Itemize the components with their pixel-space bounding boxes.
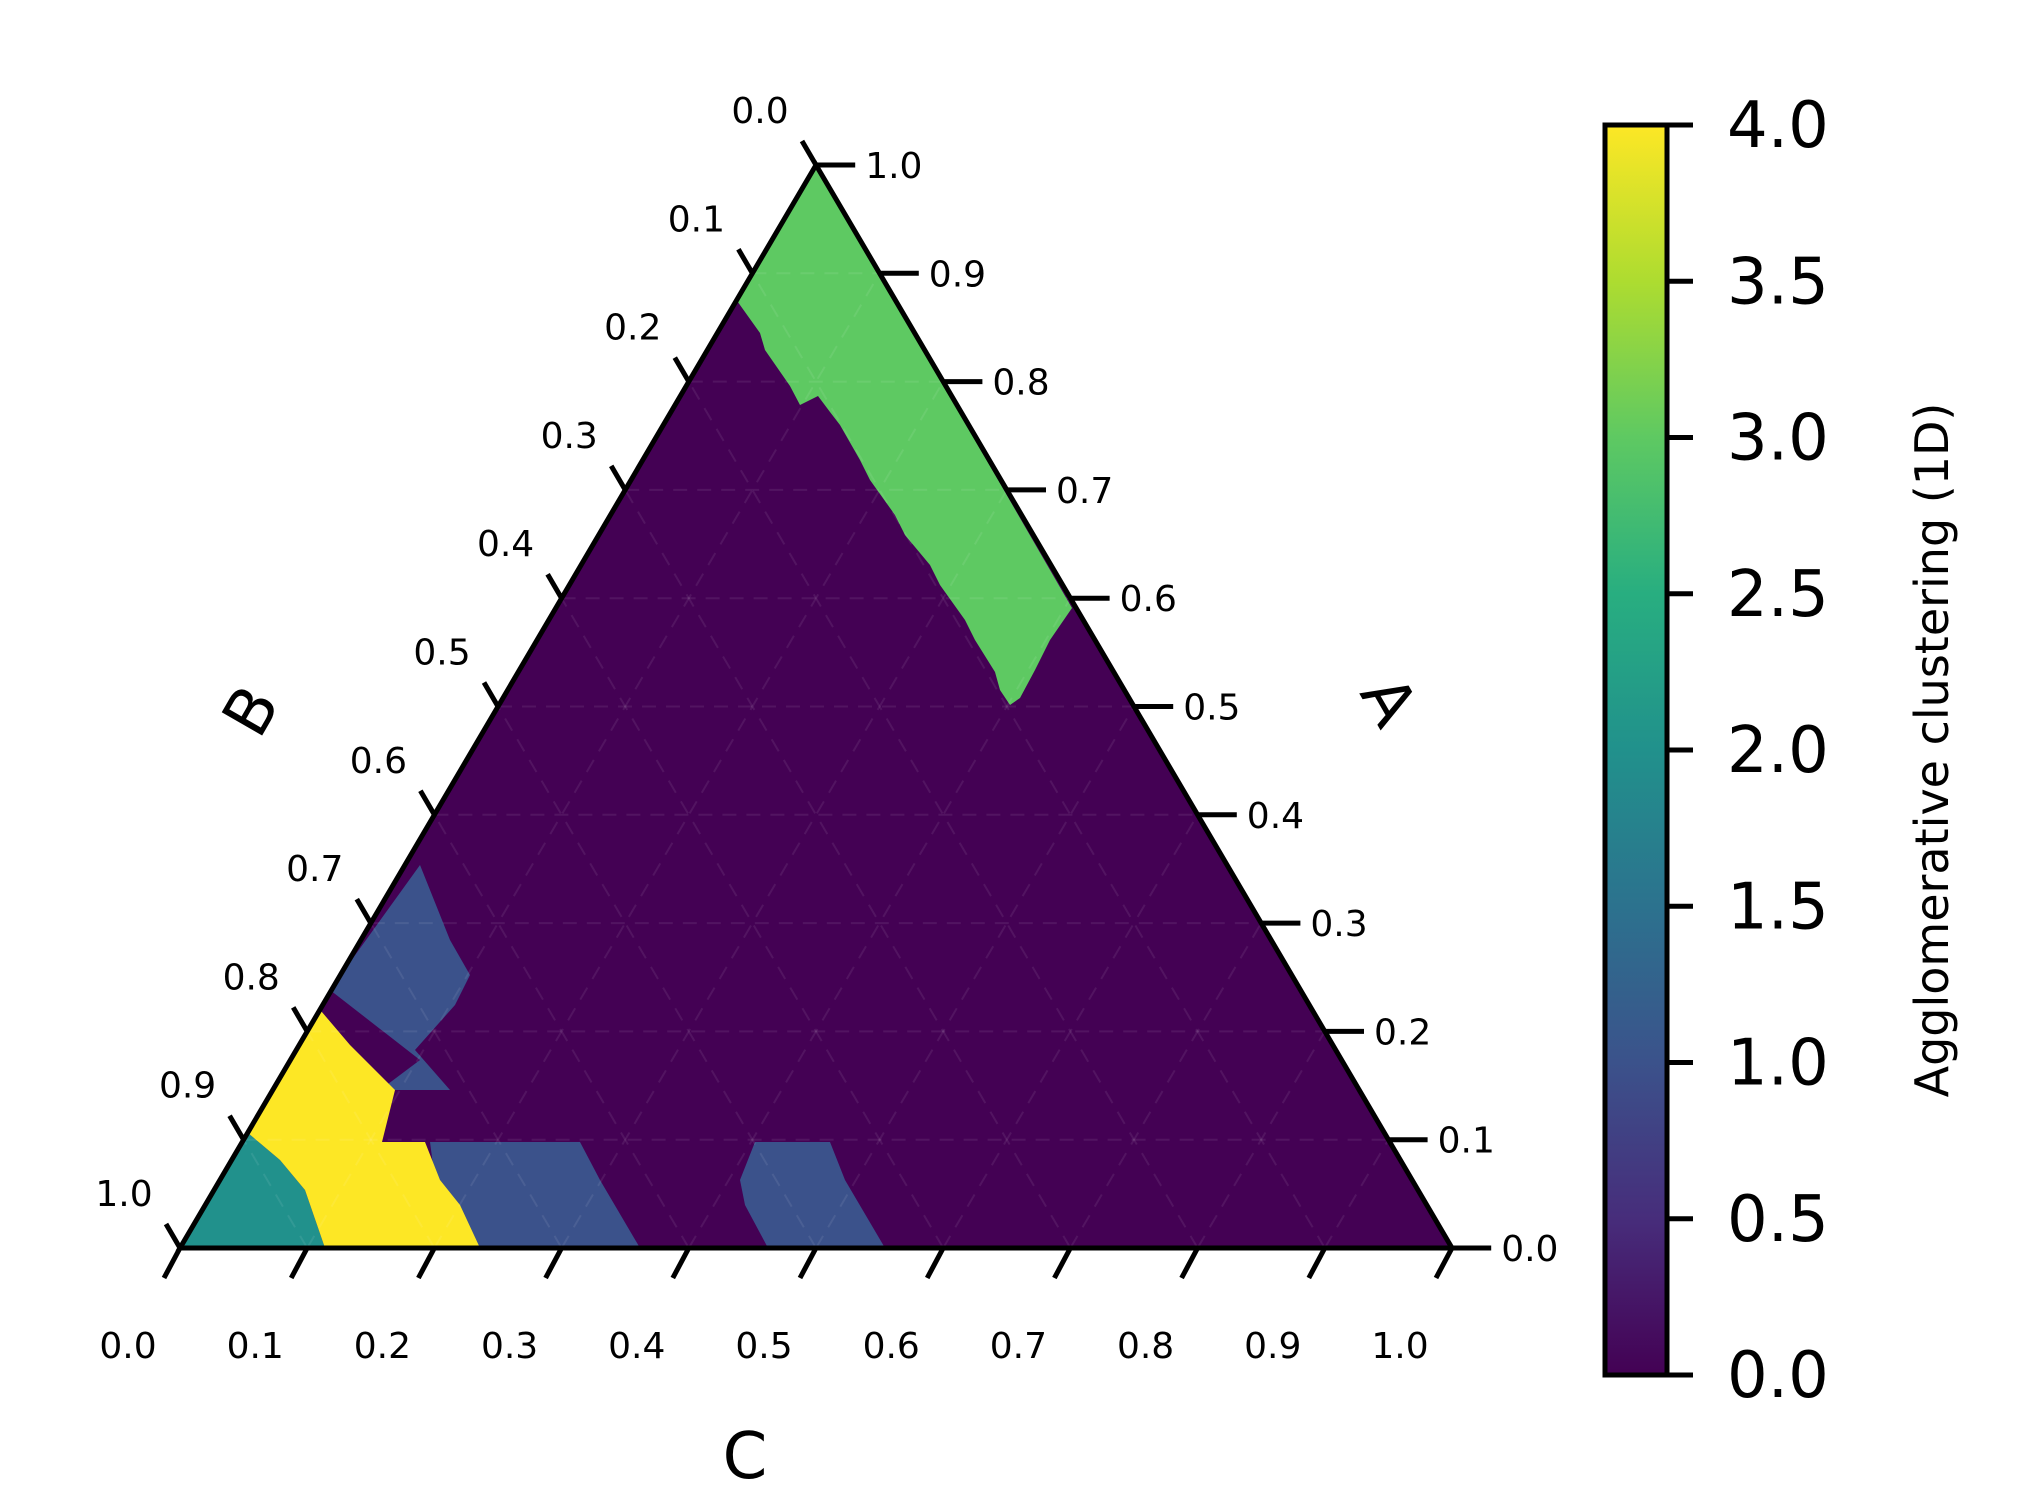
grid-line-c — [815, 705, 1135, 1248]
tick-b — [609, 464, 628, 492]
colorbar-title: Agglomerative clustering (1D) — [1905, 403, 1959, 1098]
tick-label-c: 0.9 — [1244, 1326, 1301, 1367]
tick-label-a: 0.7 — [1056, 471, 1113, 512]
tick-label-b: 1.0 — [95, 1174, 152, 1215]
tick-label-a: 0.0 — [1501, 1229, 1558, 1270]
colorbar-tick-label: 0.5 — [1727, 1183, 1829, 1257]
tick-label-c: 0.2 — [354, 1326, 411, 1367]
tick-label-a: 0.6 — [1120, 579, 1177, 620]
tick-label-c: 0.5 — [735, 1326, 792, 1367]
tick-label-b: 0.4 — [477, 524, 534, 565]
colorbar-tick-label: 3.0 — [1727, 402, 1829, 476]
tick-b — [354, 897, 373, 925]
grid-line-c — [560, 489, 1008, 1248]
tick-label-a: 0.5 — [1183, 688, 1240, 729]
tick-c — [288, 1246, 310, 1280]
grid-line-c — [1323, 1139, 1390, 1248]
tick-label-c: 1.0 — [1371, 1326, 1428, 1367]
tick-label-a: 1.0 — [865, 146, 922, 187]
tick-b — [672, 356, 691, 383]
grid-line-c — [687, 597, 1072, 1248]
tick-b — [799, 139, 819, 167]
tick-label-c: 0.0 — [99, 1326, 156, 1367]
ternary-grid — [242, 272, 1390, 1248]
tick-label-a: 0.2 — [1374, 1012, 1431, 1053]
tick-label-b: 0.2 — [604, 308, 661, 349]
tick-label-b: 0.8 — [223, 957, 280, 998]
grid-line-c — [306, 272, 881, 1248]
tick-c — [797, 1246, 819, 1280]
cluster-1-region-left — [330, 865, 470, 1090]
grid-line-b — [306, 1030, 436, 1248]
tick-label-b: 0.1 — [668, 199, 725, 240]
colorbar-tick-label: 2.0 — [1727, 714, 1829, 788]
axis-title-b: B — [209, 674, 295, 749]
tick-b — [163, 1222, 183, 1250]
colorbar-tick-label: 2.5 — [1727, 558, 1829, 632]
colorbar-tick-label: 1.5 — [1727, 870, 1829, 944]
tick-label-a: 0.8 — [992, 363, 1049, 404]
grid-line-c — [942, 814, 1199, 1248]
grid-line-b — [560, 597, 945, 1248]
tick-c — [1433, 1246, 1455, 1280]
tick-label-b: 0.0 — [731, 91, 788, 132]
grid-line-b — [433, 814, 690, 1248]
tick-c — [924, 1246, 946, 1280]
colorbar-ticks — [1667, 122, 1693, 1378]
cluster-1-region-bottom-right — [740, 1142, 885, 1248]
axis-title-a: A — [1345, 664, 1431, 739]
tick-b — [736, 248, 755, 275]
tick-b — [418, 789, 437, 817]
colorbar-tick-label: 0.0 — [1727, 1339, 1829, 1413]
grid-line-b — [242, 1139, 309, 1248]
tick-b — [227, 1114, 246, 1141]
tick-c — [543, 1246, 564, 1280]
tick-label-c: 0.8 — [1117, 1326, 1174, 1367]
tick-label-a: 0.9 — [929, 254, 986, 295]
colorbar-gradient — [1602, 122, 1670, 1378]
tick-c — [1052, 1246, 1073, 1280]
tick-label-a: 0.1 — [1438, 1121, 1495, 1162]
grid-line-b — [624, 489, 1072, 1248]
ternary-tick-labels: 0.0 0.0 0.0 0.1 0.1 0.1 0.2 0.2 0.2 0.3 0.3 0.3 0.4 0… — [95, 91, 1558, 1367]
colorbar-tick-labels: 0.0 0.5 1.0 1.5 2.0 2.5 3.0 3.5 4.0 — [1727, 89, 1829, 1413]
tick-c — [161, 1246, 183, 1280]
colorbar-tick-label: 1.0 — [1727, 1027, 1829, 1101]
tick-c — [670, 1246, 692, 1280]
tick-label-c: 0.4 — [608, 1326, 665, 1367]
tick-label-c: 0.3 — [481, 1326, 538, 1367]
tick-b — [545, 572, 564, 600]
tick-b — [291, 1006, 310, 1033]
tick-label-c: 0.6 — [863, 1326, 920, 1367]
tick-label-b: 0.6 — [350, 741, 407, 782]
tick-label-a: 0.3 — [1310, 904, 1367, 945]
cluster-4-region — [248, 998, 480, 1248]
tick-label-b: 0.7 — [286, 849, 343, 890]
tick-b — [481, 681, 501, 708]
grid-line-b — [497, 705, 817, 1248]
tick-label-c: 0.1 — [227, 1326, 284, 1367]
tick-label-c: 0.7 — [990, 1326, 1047, 1367]
grid-line-b — [751, 272, 1326, 1248]
tick-label-b: 0.5 — [413, 633, 470, 674]
cluster-0-background — [180, 165, 1452, 1248]
grid-line-c — [1196, 1030, 1326, 1248]
grid-line-c — [1069, 922, 1263, 1248]
tick-c — [1179, 1246, 1200, 1280]
cluster-3-region — [735, 165, 1072, 705]
tick-label-b: 0.9 — [159, 1066, 216, 1107]
colorbar-tick-label: 4.0 — [1727, 89, 1829, 163]
heatmap-regions — [180, 165, 1452, 1248]
cluster-2-region — [180, 1133, 325, 1248]
colorbar-tick-label: 3.5 — [1727, 245, 1829, 319]
tick-label-b: 0.3 — [541, 416, 598, 457]
axis-title-c: C — [723, 1420, 768, 1494]
grid-line-b — [369, 922, 563, 1248]
cluster-1-region-bottom-mid — [430, 1142, 640, 1248]
tick-label-a: 0.4 — [1247, 796, 1304, 837]
tick-c — [416, 1246, 437, 1280]
tick-c — [1306, 1246, 1328, 1280]
ternary-ticks — [161, 139, 1492, 1280]
